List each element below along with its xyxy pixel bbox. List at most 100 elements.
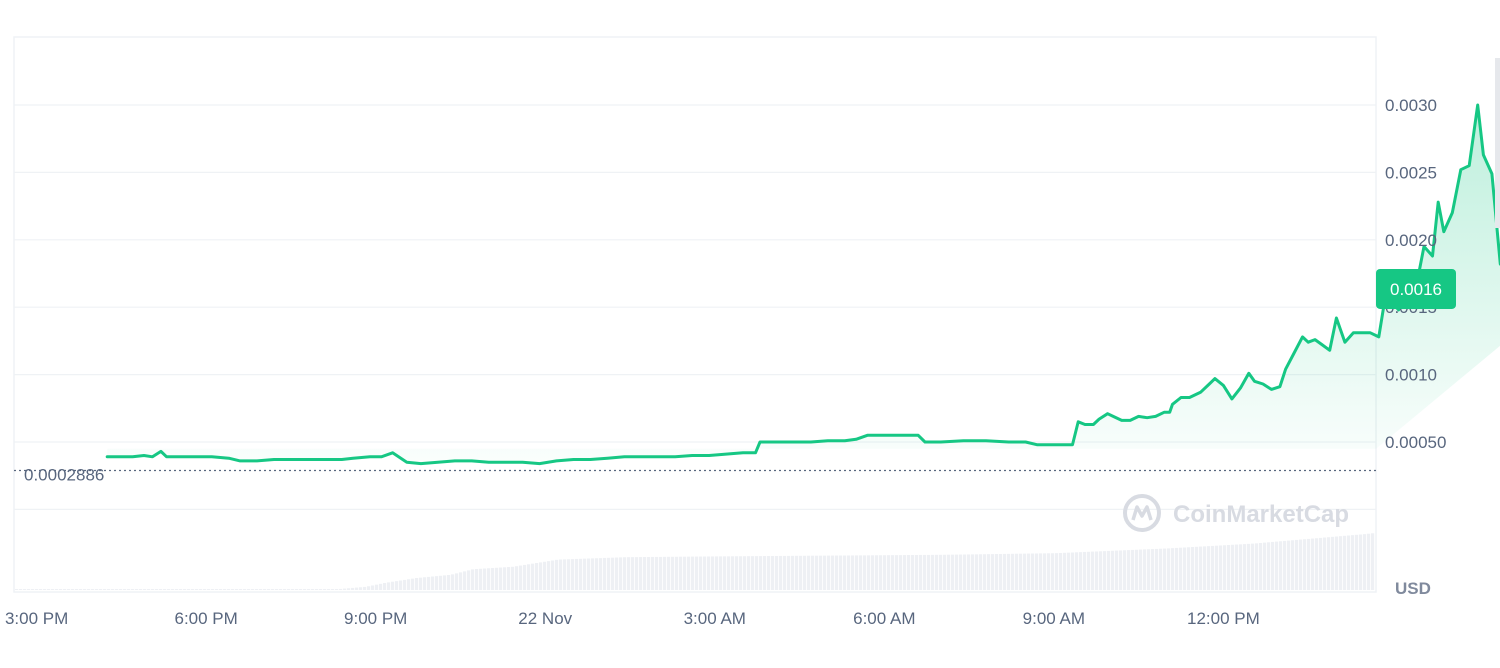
volume-bar xyxy=(943,554,947,590)
volume-bar xyxy=(155,589,159,590)
currency-label: USD xyxy=(1395,579,1431,598)
volume-bar xyxy=(719,556,723,590)
volume-bar xyxy=(1123,550,1127,590)
volume-bar xyxy=(707,556,711,590)
volume-bar xyxy=(1323,537,1327,590)
volume-bar xyxy=(935,554,939,590)
volume-bar xyxy=(215,589,219,590)
volume-bar xyxy=(547,561,551,590)
volume-bar xyxy=(963,554,967,590)
volume-bar xyxy=(1043,553,1047,590)
volume-bar xyxy=(1127,550,1131,590)
volume-bar xyxy=(1351,535,1355,590)
volume-bar xyxy=(663,556,667,590)
volume-bar xyxy=(1327,537,1331,590)
volume-bar xyxy=(895,555,899,590)
volume-bar xyxy=(487,568,491,590)
volume-bar xyxy=(1207,546,1211,590)
volume-bar xyxy=(619,557,623,590)
volume-bar xyxy=(695,556,699,590)
volume-bar xyxy=(187,589,191,590)
volume-bar xyxy=(1319,537,1323,590)
volume-bar xyxy=(75,589,79,590)
volume-bar xyxy=(335,589,339,590)
volume-bar xyxy=(275,589,279,590)
volume-bar xyxy=(1211,545,1215,590)
volume-bar xyxy=(103,589,107,590)
volume-bar xyxy=(435,576,439,590)
volume-bar xyxy=(875,555,879,590)
volume-bar xyxy=(387,582,391,590)
volume-bar xyxy=(147,589,151,590)
volume-bar xyxy=(451,574,455,590)
volume-bar xyxy=(883,555,887,590)
volume-bar xyxy=(1183,547,1187,590)
volume-bar xyxy=(1175,547,1179,590)
page-scrollbar[interactable] xyxy=(1495,58,1500,228)
volume-bar xyxy=(203,589,207,590)
volume-bar xyxy=(1099,551,1103,590)
volume-bar xyxy=(1355,534,1359,590)
volume-bar xyxy=(151,589,155,590)
volume-bar xyxy=(1083,551,1087,590)
volume-bar xyxy=(383,583,387,590)
volume-bar xyxy=(231,589,235,590)
volume-bar xyxy=(1015,553,1019,590)
volume-bar xyxy=(747,556,751,590)
volume-bar xyxy=(1155,548,1159,590)
volume-bar xyxy=(303,589,307,590)
volume-bar xyxy=(1315,538,1319,590)
volume-bar xyxy=(735,556,739,590)
volume-bar xyxy=(659,556,663,590)
volume-bar xyxy=(903,555,907,590)
volume-bar xyxy=(1283,540,1287,590)
volume-bar xyxy=(467,570,471,590)
volume-bar xyxy=(379,583,383,590)
volume-bar xyxy=(691,556,695,590)
volume-bar xyxy=(55,589,59,590)
volume-bar xyxy=(127,589,131,590)
volume-bar xyxy=(591,558,595,590)
volume-bar xyxy=(667,556,671,590)
volume-bar xyxy=(859,555,863,590)
volume-bar xyxy=(1131,549,1135,590)
volume-bar xyxy=(1119,550,1123,590)
volume-bar xyxy=(491,568,495,590)
volume-bar xyxy=(143,589,147,590)
volume-bar xyxy=(1203,546,1207,590)
x-tick-label: 3:00 PM xyxy=(5,609,68,628)
volume-bar xyxy=(583,558,587,590)
volume-bar xyxy=(135,589,139,590)
volume-bar xyxy=(891,555,895,590)
volume-bar xyxy=(1051,553,1055,590)
volume-bar xyxy=(631,557,635,590)
volume-bar xyxy=(1095,551,1099,590)
volume-bar xyxy=(1187,547,1191,590)
volume-bar xyxy=(183,589,187,590)
volume-bar xyxy=(35,589,39,590)
volume-bar xyxy=(159,589,163,590)
volume-bar xyxy=(1311,538,1315,590)
volume-bar xyxy=(807,555,811,590)
volume-bar xyxy=(1107,550,1111,590)
volume-bar xyxy=(1111,550,1115,590)
volume-bar xyxy=(959,554,963,590)
volume-bar xyxy=(627,557,631,590)
volume-bar xyxy=(499,567,503,590)
volume-bar xyxy=(115,589,119,590)
volume-bar xyxy=(927,554,931,590)
volume-bar xyxy=(319,589,323,590)
volume-bar xyxy=(1347,535,1351,590)
volume-bar xyxy=(979,554,983,590)
volume-bar xyxy=(347,588,351,590)
chart-frame xyxy=(13,36,1377,593)
volume-bar xyxy=(915,554,919,590)
volume-bars xyxy=(15,533,1375,590)
x-tick-label: 9:00 AM xyxy=(1023,609,1085,628)
volume-bar xyxy=(343,588,347,590)
volume-bar xyxy=(1003,553,1007,590)
volume-bar xyxy=(831,555,835,590)
volume-bar xyxy=(803,555,807,590)
volume-bar xyxy=(1307,538,1311,590)
